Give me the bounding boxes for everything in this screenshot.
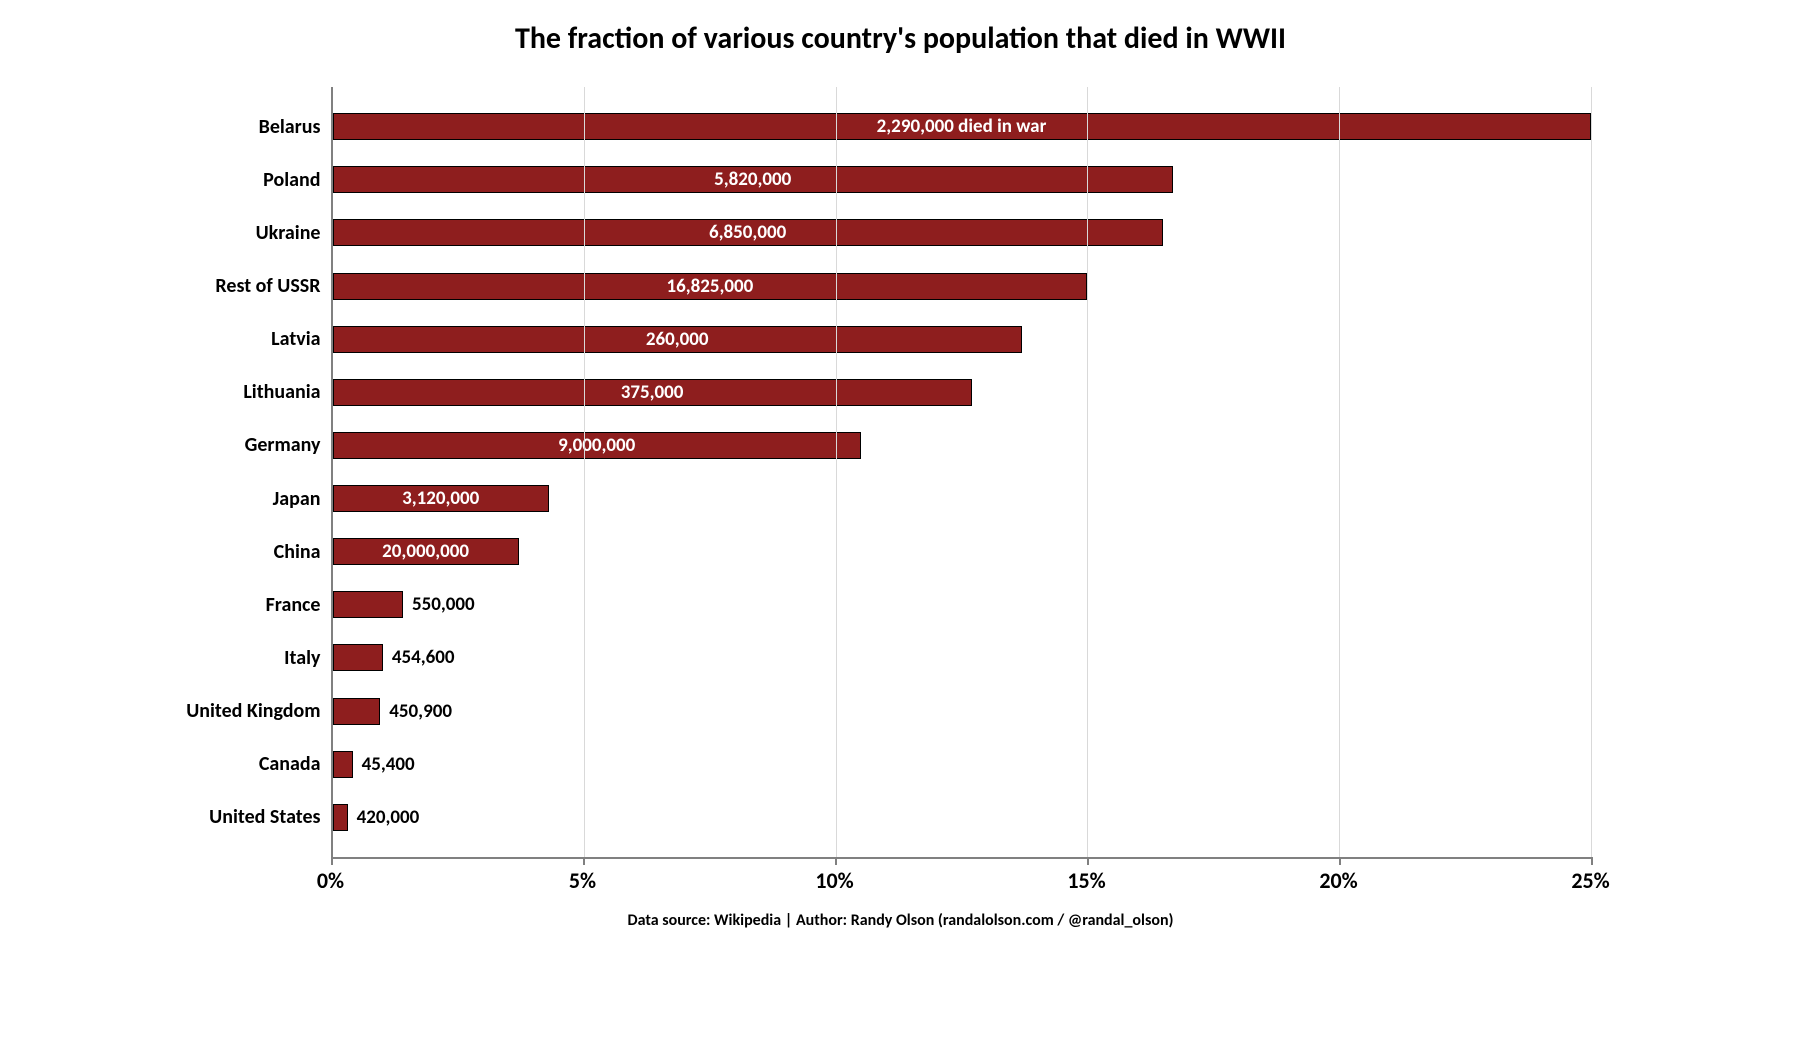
value-label: 375,000 [621,381,684,404]
value-label: 420,000 [347,806,420,829]
value-label: 454,600 [382,646,455,669]
bar-row: Ukraine6,850,000 [333,219,1591,246]
category-label: Italy [284,646,332,670]
value-label: 6,850,000 [709,221,786,244]
chart-container: The fraction of various country's popula… [151,0,1651,960]
gridline [584,87,585,857]
x-tick-mark [1591,857,1593,865]
x-tick-mark [583,857,585,865]
x-tick-label: 0% [317,867,344,894]
bar-row: United Kingdom450,900 [333,698,1591,725]
category-label: France [266,593,333,617]
value-label: 450,900 [379,700,452,723]
category-label: United States [209,805,332,829]
bar-row: Canada45,400 [333,751,1591,778]
bar: 45,400 [333,751,353,778]
bar: 9,000,000 [333,432,861,459]
x-tick-label: 20% [1319,867,1357,894]
category-label: Poland [263,168,332,192]
category-label: Germany [245,433,333,457]
category-label: Rest of USSR [215,274,332,298]
value-label: 9,000,000 [558,434,635,457]
category-label: Latvia [271,327,332,351]
bar: 550,000 [333,591,403,618]
bar: 16,825,000 [333,273,1088,300]
gridline [1339,87,1340,857]
gridline [1087,87,1088,857]
gridline [1591,87,1592,857]
plot-area: Belarus2,290,000 died in war Poland5,820,… [331,87,1591,859]
bar: 20,000,000 [333,538,519,565]
bar-row: Japan3,120,000 [333,485,1591,512]
category-label: Belarus [259,115,333,139]
bar: 2,290,000 died in war [333,113,1591,140]
bars-group: Belarus2,290,000 died in war Poland5,820,… [333,87,1591,857]
bar: 375,000 [333,379,972,406]
bar-row: Belarus2,290,000 died in war [333,113,1591,140]
x-tick-mark [835,857,837,865]
bar-row: Italy454,600 [333,644,1591,671]
category-label: Ukraine [256,221,333,245]
bar-row: Poland5,820,000 [333,166,1591,193]
bar-row: Lithuania375,000 [333,379,1591,406]
value-label: 3,120,000 [402,487,479,510]
gridline [836,87,837,857]
bar-row: Germany9,000,000 [333,432,1591,459]
value-label: 45,400 [352,753,415,776]
x-tick-label: 25% [1571,867,1609,894]
value-label: 20,000,000 [382,540,469,563]
value-label: 2,290,000 died in war [877,115,1047,138]
category-label: United Kingdom [186,699,332,723]
bar: 3,120,000 [333,485,549,512]
x-axis-ticks: 0%5%10%15%20%25% [331,867,1591,907]
bar: 420,000 [333,804,348,831]
bar: 454,600 [333,644,383,671]
value-label: 550,000 [402,593,475,616]
value-label: 16,825,000 [666,275,753,298]
x-tick-mark [1339,857,1341,865]
chart-caption: Data source: Wikipedia | Author: Randy O… [151,911,1651,930]
bar: 260,000 [333,326,1022,353]
x-tick-label: 10% [815,867,853,894]
category-label: Lithuania [243,380,332,404]
bar-row: China20,000,000 [333,538,1591,565]
category-label: China [274,540,333,564]
bar-row: United States420,000 [333,804,1591,831]
bar: 450,900 [333,698,381,725]
x-tick-mark [1087,857,1089,865]
bar-row: Latvia260,000 [333,326,1591,353]
category-label: Japan [273,487,333,511]
category-label: Canada [259,752,333,776]
chart-title: The fraction of various country's popula… [151,20,1651,57]
bar-row: Rest of USSR16,825,000 [333,273,1591,300]
x-tick-label: 5% [569,867,596,894]
bar: 6,850,000 [333,219,1163,246]
value-label: 5,820,000 [714,168,791,191]
value-label: 260,000 [646,328,709,351]
x-tick-label: 15% [1067,867,1105,894]
bar-row: France550,000 [333,591,1591,618]
x-tick-mark [331,857,333,865]
bar: 5,820,000 [333,166,1173,193]
